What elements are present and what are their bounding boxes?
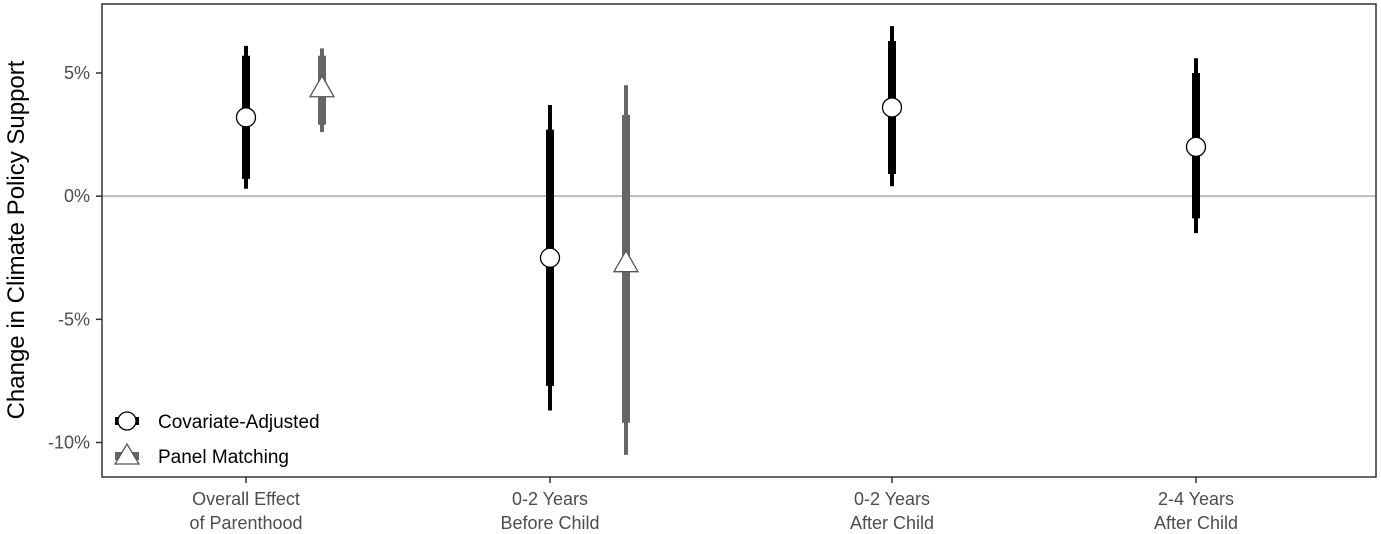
y-axis-title: Change in Climate Policy Support	[3, 60, 30, 419]
legend: Covariate-Adjusted Panel Matching	[113, 411, 320, 468]
legend-item-triangle: Panel Matching	[113, 442, 289, 468]
x-tick-label: of Parenthood	[189, 513, 302, 533]
y-tick-label: 0%	[64, 186, 90, 206]
legend-key-circle	[117, 411, 137, 431]
point-estimate-circle	[881, 97, 903, 118]
legend-key-triangle	[113, 442, 141, 465]
x-tick-label: 0-2 Years	[512, 489, 588, 509]
legend-label: Covariate-Adjusted	[158, 412, 320, 433]
y-tick-label: -10%	[48, 433, 90, 453]
x-tick-label: 0-2 Years	[854, 489, 930, 509]
plot-panel-border	[101, 3, 1377, 478]
chart-marks	[235, 26, 1207, 455]
y-tick-label: -5%	[58, 309, 90, 329]
point-estimate-triangle	[308, 74, 336, 98]
point-estimate-circle	[235, 107, 257, 128]
point-estimate-circle	[1185, 136, 1207, 158]
point-estimate-triangle	[612, 249, 640, 273]
series-circle	[235, 26, 1207, 411]
y-tick-label: 5%	[64, 63, 90, 83]
series-triangle	[308, 48, 640, 455]
point-estimate-circle	[539, 247, 561, 268]
legend-item-circle: Covariate-Adjusted	[115, 411, 320, 433]
x-tick-label: 2-4 Years	[1158, 489, 1234, 509]
x-tick-label: Before Child	[500, 513, 599, 533]
legend-label: Panel Matching	[158, 447, 289, 468]
x-tick-label: After Child	[850, 513, 934, 533]
x-axis-ticks: Overall Effect of Parenthood 0-2 Years Befo…	[189, 477, 1238, 533]
x-tick-label: After Child	[1154, 513, 1238, 533]
x-tick-label: Overall Effect	[192, 489, 300, 509]
y-axis-ticks: 5% 0% -5% -10%	[48, 63, 102, 453]
